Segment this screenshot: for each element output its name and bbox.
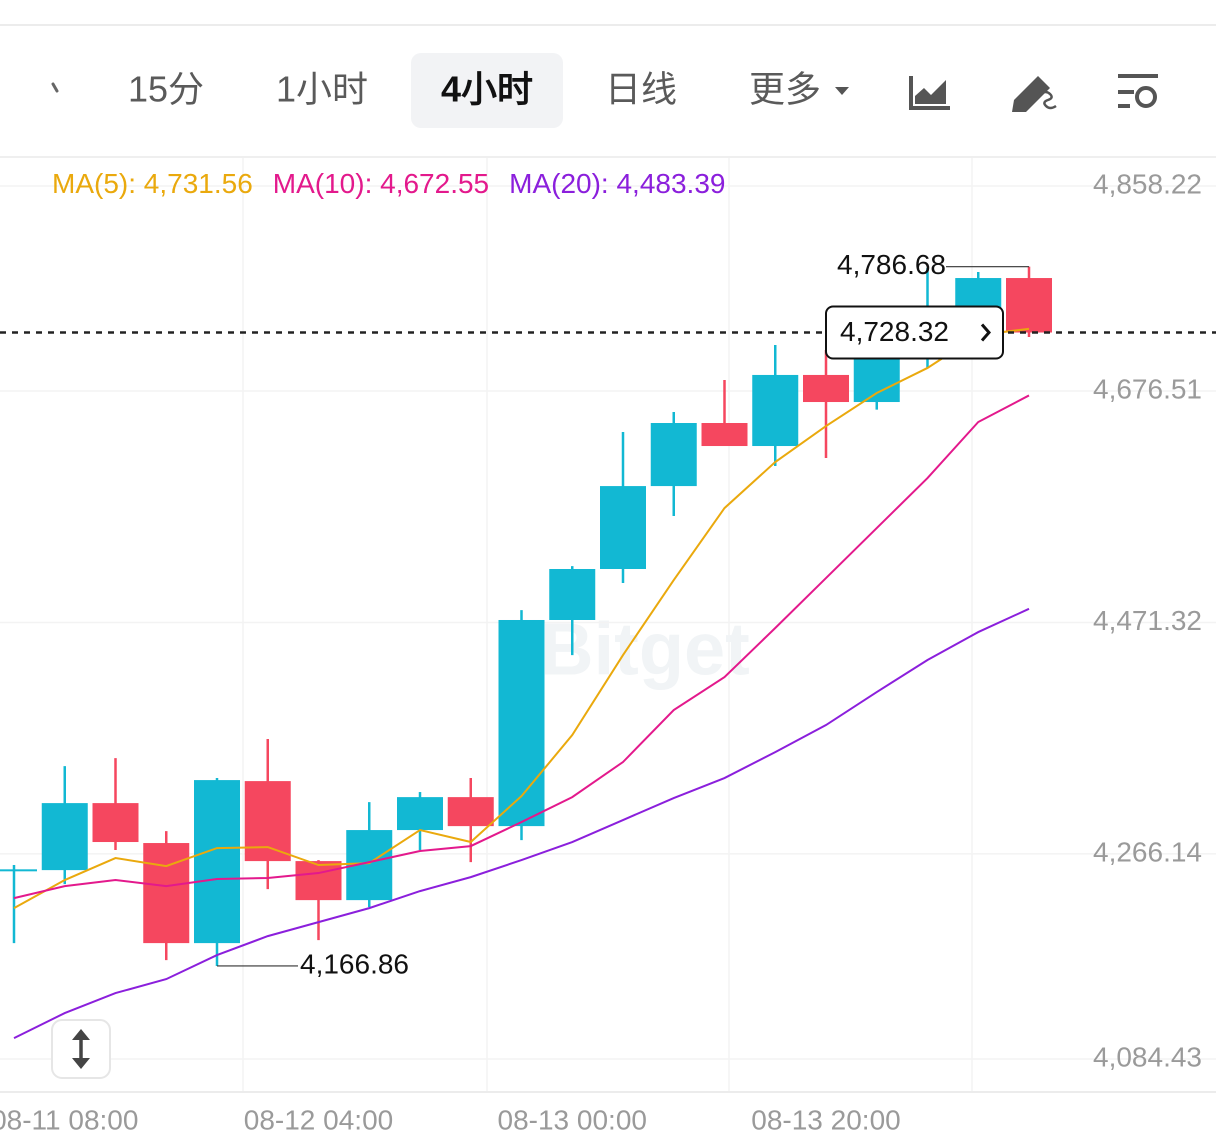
candle-body bbox=[1006, 278, 1052, 333]
candle-body bbox=[244, 781, 291, 862]
clipped-tab-fragment bbox=[51, 82, 59, 93]
ma-line bbox=[13, 394, 1030, 900]
chart: Bitget4,858.224,676.514,471.324,266.144,… bbox=[0, 168, 1216, 1135]
scroll-button[interactable] bbox=[51, 1019, 111, 1079]
x-tick-label: 08-12 04:00 bbox=[244, 1104, 393, 1135]
candle-body bbox=[92, 803, 139, 843]
candle-body bbox=[600, 486, 646, 570]
y-tick-label: 4,676.51 bbox=[1093, 373, 1202, 404]
candle-body bbox=[498, 619, 545, 827]
candle-body bbox=[803, 374, 849, 403]
tab[interactable]: 15分 bbox=[128, 69, 204, 110]
candle-body bbox=[549, 569, 596, 620]
candle-body bbox=[701, 423, 748, 447]
y-tick-label: 4,266.14 bbox=[1093, 836, 1202, 867]
legend-entry: MA(5): 4,731.56 bbox=[52, 168, 253, 199]
icon-pencil bbox=[1012, 76, 1050, 112]
candle-body bbox=[295, 861, 342, 901]
icon-s bbox=[1039, 90, 1057, 110]
icon-axis bbox=[909, 76, 950, 110]
tab-label: 15分 bbox=[128, 69, 204, 110]
x-tick-label: 08-13 20:00 bbox=[751, 1104, 900, 1135]
candle-body bbox=[650, 423, 697, 487]
candle-body bbox=[447, 797, 494, 827]
tab-selected-bg bbox=[411, 53, 563, 128]
legend: MA(5): 4,731.56 MA(10): 4,672.55 MA(20): 4… bbox=[52, 168, 725, 199]
last-price-box bbox=[825, 305, 1004, 360]
ma-line bbox=[13, 607, 1030, 1039]
chart-type-icon[interactable] bbox=[909, 76, 950, 110]
candle-body bbox=[397, 797, 443, 831]
candle-body bbox=[0, 869, 37, 872]
tab-label: 1小时 bbox=[276, 69, 368, 110]
y-tick-label: 4,858.22 bbox=[1093, 168, 1202, 199]
candle-body bbox=[143, 843, 190, 944]
candle-body bbox=[41, 803, 88, 871]
settings-icon[interactable] bbox=[1118, 74, 1158, 108]
y-tick-label: 4,084.43 bbox=[1093, 1041, 1202, 1072]
draw-tool-icon[interactable] bbox=[1012, 76, 1057, 112]
tab-label: 更多 bbox=[749, 69, 821, 110]
low-label: 4,166.86 bbox=[300, 948, 409, 979]
tab[interactable]: 日线 bbox=[605, 69, 677, 110]
icon-gear bbox=[1135, 86, 1157, 108]
candle-body bbox=[194, 780, 240, 944]
last-price-tag[interactable]: 4,728.32 bbox=[825, 305, 1004, 360]
tab-label: 4小时 bbox=[441, 69, 533, 110]
legend-entry: MA(20): 4,483.39 bbox=[509, 168, 725, 199]
candle-body bbox=[752, 374, 799, 447]
last-price-label: 4,728.32 bbox=[840, 316, 949, 347]
scroll-icon-arrows bbox=[72, 1029, 90, 1069]
last-price-chevron bbox=[980, 323, 991, 342]
tab[interactable]: 1小时 bbox=[276, 69, 368, 110]
legend-entry: MA(10): 4,672.55 bbox=[273, 168, 489, 199]
tab[interactable]: 更多 bbox=[749, 69, 849, 110]
x-tick-label: 08-11 08:00 bbox=[0, 1104, 138, 1135]
x-tick-label: 08-13 00:00 bbox=[498, 1104, 647, 1135]
high-label: 4,786.68 bbox=[837, 249, 946, 280]
toolbar: 15分 1小时 4小时 日线 更多 bbox=[51, 53, 1158, 128]
tab[interactable]: 4小时 bbox=[411, 53, 563, 128]
dropdown-caret bbox=[835, 87, 849, 95]
y-tick-label: 4,471.32 bbox=[1093, 605, 1202, 636]
tab-label: 日线 bbox=[605, 69, 677, 110]
ma-line bbox=[13, 327, 1030, 910]
icon-area bbox=[915, 80, 946, 104]
